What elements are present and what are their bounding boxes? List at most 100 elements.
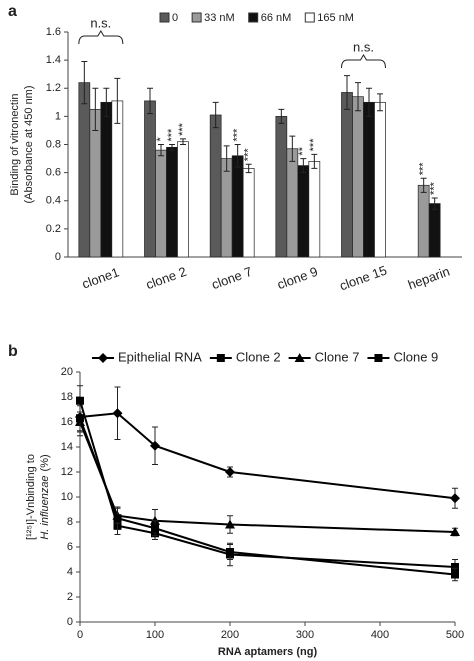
legend-swatch bbox=[304, 12, 315, 23]
bar bbox=[144, 100, 156, 258]
legend-label: Clone 9 bbox=[393, 349, 438, 364]
x-tick-label: 500 bbox=[446, 629, 464, 641]
bar bbox=[286, 148, 299, 258]
panel-label: b bbox=[8, 343, 18, 360]
bracket bbox=[341, 54, 386, 69]
y-tick-label: 18 bbox=[61, 391, 73, 403]
error-bar bbox=[92, 87, 99, 131]
marker bbox=[451, 563, 459, 571]
bar bbox=[352, 96, 364, 258]
bar bbox=[341, 92, 353, 258]
y-tick-label: 16 bbox=[61, 416, 73, 428]
bar bbox=[417, 184, 430, 258]
y-tick-label: 0 bbox=[67, 616, 73, 628]
legend-label: 33 nM bbox=[204, 12, 235, 24]
bar bbox=[297, 165, 310, 258]
error-bar bbox=[169, 144, 175, 151]
x-tick-label: 200 bbox=[221, 629, 239, 641]
bar bbox=[111, 100, 124, 258]
marker bbox=[76, 396, 84, 405]
y-tick-label: 0.6 bbox=[46, 167, 61, 179]
panel-label: a bbox=[8, 3, 17, 20]
error-bar bbox=[289, 135, 296, 162]
bar bbox=[428, 203, 441, 258]
bar bbox=[209, 114, 222, 258]
error-bar bbox=[147, 87, 153, 115]
error-bar bbox=[344, 75, 350, 110]
significance-label: *** bbox=[429, 181, 441, 195]
significance-label: *** bbox=[308, 138, 320, 152]
error-bar bbox=[355, 82, 361, 112]
y-tick-label: 2 bbox=[67, 591, 73, 603]
significance-label: *** bbox=[243, 148, 255, 162]
x-tick-label: clone1 bbox=[80, 264, 121, 291]
x-tick-label: heparin bbox=[406, 264, 452, 293]
legend-label: Clone 2 bbox=[236, 349, 281, 364]
annotation: n.s. bbox=[353, 39, 374, 54]
marker bbox=[76, 414, 84, 423]
x-tick-label: clone 9 bbox=[275, 264, 320, 292]
y-tick-label: 0.8 bbox=[46, 138, 61, 150]
y-tick-label: 20 bbox=[61, 366, 73, 378]
legend-label: 66 nM bbox=[261, 12, 292, 24]
error-bar bbox=[278, 108, 285, 124]
error-bar bbox=[311, 153, 318, 169]
legend-swatch bbox=[248, 12, 259, 23]
significance-label: *** bbox=[166, 128, 178, 142]
bar bbox=[166, 146, 178, 258]
error-bar bbox=[366, 87, 372, 117]
y-axis-label-line: Binding of vitronectin bbox=[9, 93, 21, 195]
marker bbox=[374, 354, 383, 362]
line bbox=[79, 417, 456, 576]
y-axis-label: [¹²⁵I]-Vnbinding to H. influenzae (%) bbox=[25, 454, 51, 540]
x-tick-label: clone 2 bbox=[144, 264, 189, 292]
error-bar bbox=[377, 93, 383, 112]
marker bbox=[226, 548, 234, 556]
bar bbox=[275, 116, 288, 258]
error-bar bbox=[180, 138, 186, 145]
y-tick-label: 0.2 bbox=[46, 223, 61, 235]
annotation: n.s. bbox=[90, 15, 111, 30]
error-bar bbox=[212, 101, 219, 129]
y-tick-label: 1.4 bbox=[46, 54, 61, 66]
legend-swatch bbox=[159, 12, 170, 23]
bar bbox=[231, 155, 244, 258]
y-tick-label: 4 bbox=[67, 566, 73, 578]
error-bar bbox=[234, 144, 241, 168]
legend-swatch bbox=[191, 12, 202, 23]
bar bbox=[242, 168, 255, 258]
legend-label: Epithelial RNA bbox=[118, 349, 202, 364]
legend-label: 0 bbox=[172, 12, 178, 24]
bar bbox=[78, 82, 91, 258]
marker bbox=[225, 519, 235, 529]
x-tick-label: 300 bbox=[296, 629, 314, 641]
error-bar bbox=[103, 87, 110, 117]
y-axis-label-line: (Absorbance at 450 nm) bbox=[23, 85, 35, 203]
bar bbox=[100, 101, 113, 258]
significance-label: ** bbox=[297, 146, 309, 155]
marker bbox=[450, 493, 460, 504]
y-axis-label-unit: (%) bbox=[39, 454, 51, 471]
significance-label: *** bbox=[232, 128, 244, 142]
x-tick-label: clone 7 bbox=[210, 264, 255, 292]
bar bbox=[177, 141, 189, 258]
y-tick-label: 0.4 bbox=[46, 195, 61, 207]
marker bbox=[98, 353, 108, 363]
x-tick-label: 100 bbox=[146, 629, 164, 641]
error-bar bbox=[81, 61, 88, 105]
y-tick-label: 6 bbox=[67, 541, 73, 553]
marker bbox=[113, 514, 122, 523]
legend-label: Clone 7 bbox=[315, 349, 360, 364]
y-axis-label: Binding of vitronectin (Absorbance at 450… bbox=[9, 85, 35, 203]
x-axis-label: RNA aptamers (ng) bbox=[218, 646, 318, 658]
bar bbox=[374, 101, 386, 258]
y-tick-label: 8 bbox=[67, 516, 73, 528]
legend-label: 165 nM bbox=[317, 12, 354, 24]
bracket bbox=[78, 30, 124, 45]
significance-label: *** bbox=[177, 122, 189, 136]
bar bbox=[363, 101, 375, 258]
y-tick-label: 10 bbox=[61, 491, 73, 503]
bar bbox=[89, 108, 102, 258]
y-tick-label: 12 bbox=[61, 466, 73, 478]
marker bbox=[450, 527, 460, 536]
